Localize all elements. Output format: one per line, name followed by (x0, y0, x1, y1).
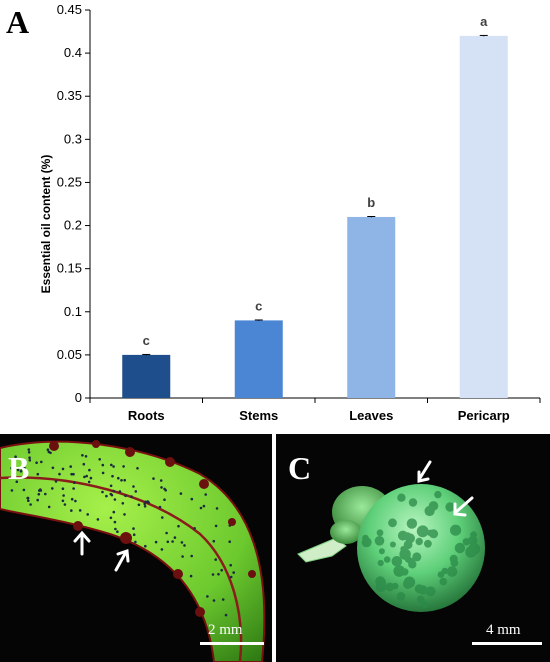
significance-label: c (255, 298, 262, 313)
bar-roots (122, 354, 171, 398)
y-tick-label: 0.1 (64, 304, 82, 319)
y-tick-label: 0.4 (64, 45, 82, 60)
y-tick-label: 0 (75, 390, 82, 405)
bars (122, 34, 508, 398)
y-tick-label: 0.25 (57, 174, 82, 189)
significance-label: a (480, 14, 488, 29)
significance-label: b (367, 195, 375, 210)
fruit-illustration (297, 460, 485, 612)
photo-leaf: B 2 mm (0, 434, 272, 662)
x-axis (89, 397, 541, 403)
fruit-body (357, 484, 485, 612)
arrow-icon-2 (114, 548, 130, 572)
oil-glands (10, 448, 235, 617)
leaf-illustration (0, 440, 266, 662)
y-axis: 0 0.05 0.1 0.15 0.2 0.25 0.3 0.35 0.4 0.45 (57, 2, 91, 405)
panel-b-letter: B (8, 450, 30, 486)
y-tick-label: 0.3 (64, 131, 82, 146)
y-tick-label: 0.35 (57, 88, 82, 103)
labels: Roots c Stems c Leaves b Pericarp a (128, 14, 510, 423)
bar-chart: 0 0.05 0.1 0.15 0.2 0.25 0.3 0.35 0.4 0.45 Roots c… (39, 2, 541, 423)
arrow-icon-1 (73, 530, 91, 556)
y-tick-label: 0.2 (64, 218, 82, 233)
panel-a-letter: A (6, 4, 30, 40)
scale-bar-b (200, 642, 264, 645)
scale-label-c: 4 mm (486, 622, 521, 638)
scale-bar-c (472, 642, 542, 645)
bar-pericarp (459, 35, 508, 398)
y-tick-label: 0.45 (57, 2, 82, 17)
bar-leaves (347, 216, 396, 398)
fruit-glands (361, 490, 481, 609)
bar-stems (234, 320, 283, 398)
fruit-stalk (297, 537, 347, 563)
x-tick-label: Roots (128, 408, 165, 423)
y-axis-label: Essential oil content (%) (39, 155, 53, 294)
x-tick-label: Pericarp (458, 408, 510, 423)
photo-fruit: C 4 mm (276, 434, 550, 662)
y-tick-label: 0.15 (57, 261, 82, 276)
panel-c-letter: C (288, 450, 312, 486)
leaf-midrib (0, 476, 243, 662)
y-tick-label: 0.05 (57, 347, 82, 362)
x-tick-label: Stems (239, 408, 278, 423)
arrow-icon-4 (453, 496, 474, 517)
arrow-icon-3 (417, 460, 432, 483)
x-tick-label: Leaves (349, 408, 393, 423)
scale-label-b: 2 mm (208, 622, 243, 638)
significance-label: c (143, 333, 150, 348)
margin-glands (49, 440, 256, 617)
